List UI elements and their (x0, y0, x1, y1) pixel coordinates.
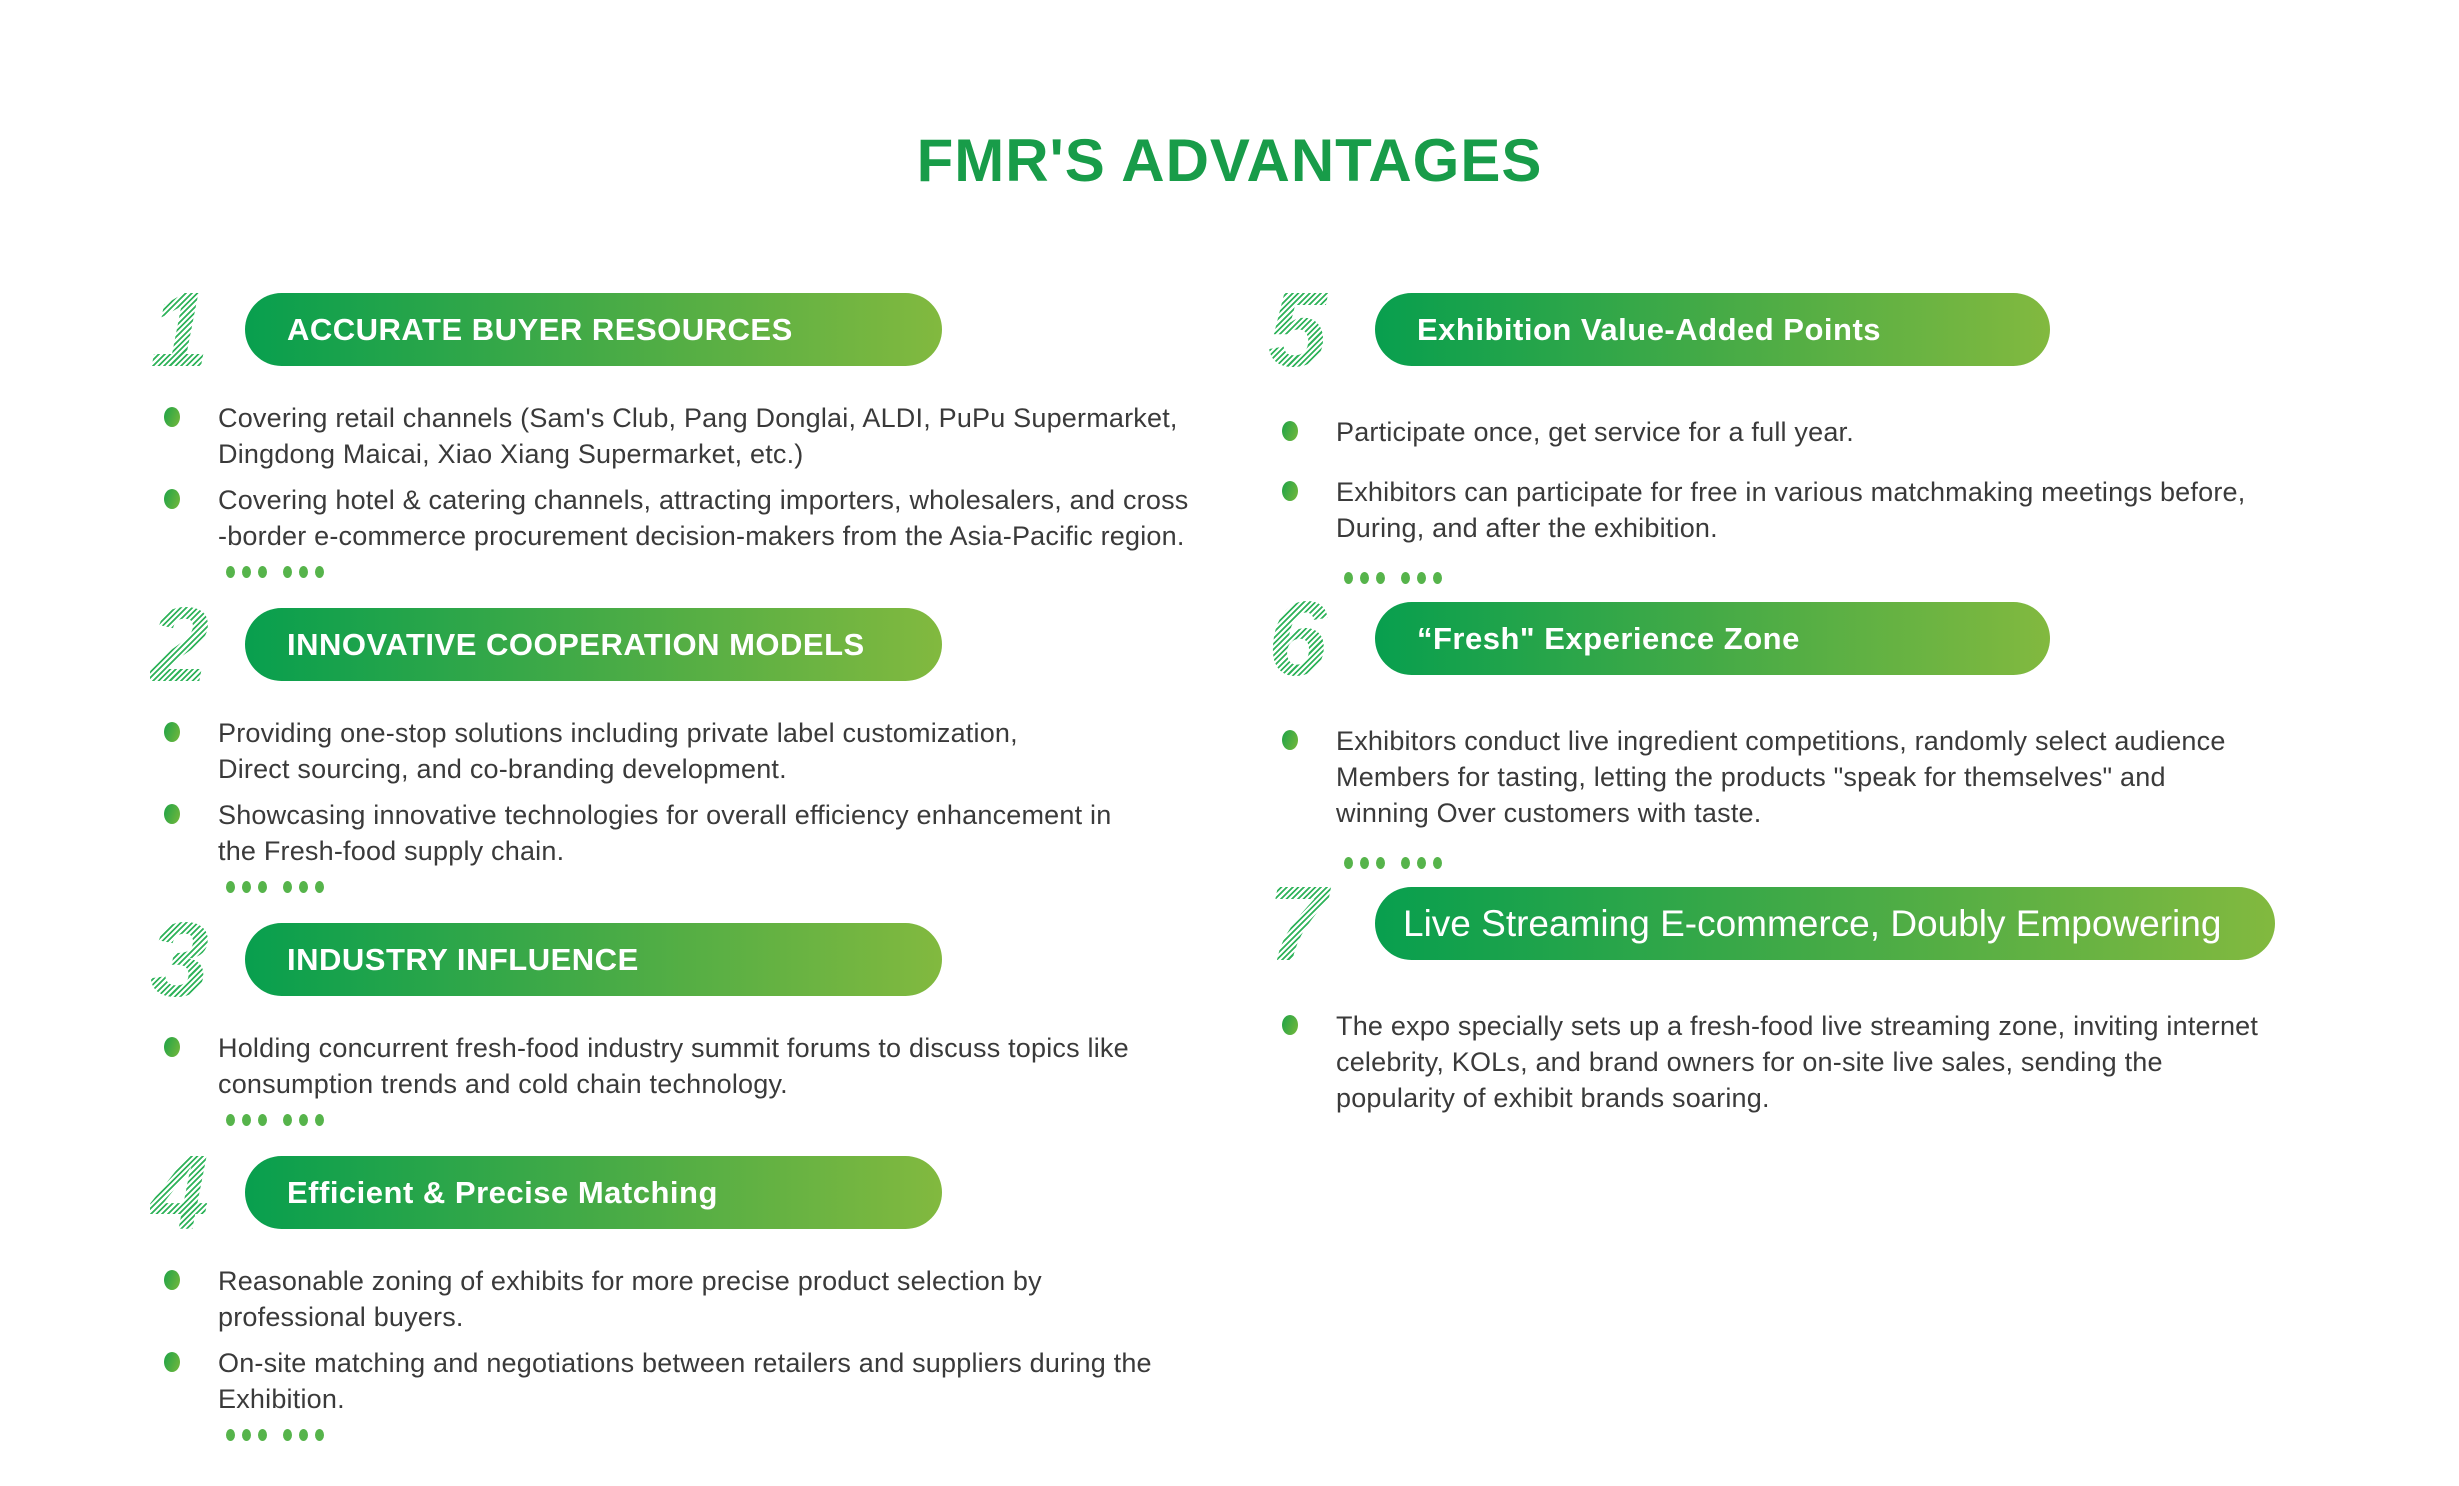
bullet-item: The expo specially sets up a fresh-food … (1282, 1008, 2448, 1116)
section-header: 6 “Fresh" Experience Zone (1268, 586, 2448, 692)
section-heading: INDUSTRY INFLUENCE (287, 941, 639, 977)
bullet-item: Exhibitors conduct live ingredient compe… (1282, 723, 2448, 831)
section-header: 5 Exhibition Value-Added Points (1268, 277, 2448, 383)
advantage-section-1: 1 ACCURATE BUYER RESOURCES Covering reta… (150, 277, 1270, 580)
section-number: 3 (150, 907, 245, 1013)
bullet-dot-icon (1282, 421, 1298, 441)
advantage-section-3: 3 INDUSTRY INFLUENCE Holding concurrent … (150, 907, 1270, 1128)
advantage-section-2: 2 INNOVATIVE COOPERATION MODELS Providin… (150, 592, 1270, 895)
bullet-dot-icon (1282, 1015, 1298, 1035)
section-heading-banner: Exhibition Value-Added Points (1375, 293, 2050, 366)
advantage-section-5: 5 Exhibition Value-Added Points Particip… (1268, 277, 2448, 586)
section-number: 4 (150, 1140, 245, 1246)
section-header: 2 INNOVATIVE COOPERATION MODELS (150, 592, 1270, 698)
section-heading-banner: Efficient & Precise Matching (245, 1156, 942, 1229)
section-number: 1 (150, 277, 245, 383)
section-number: 5 (1268, 277, 1375, 383)
section-heading-banner: “Fresh" Experience Zone (1375, 602, 2050, 675)
bullet-text: Covering hotel & catering channels, attr… (218, 485, 1189, 551)
decorative-dots-icon (1344, 855, 2448, 871)
section-heading: INNOVATIVE COOPERATION MODELS (287, 626, 865, 662)
section-heading: ACCURATE BUYER RESOURCES (287, 311, 793, 347)
bullet-text: On-site matching and negotiations betwee… (218, 1348, 1152, 1414)
section-header: 4 Efficient & Precise Matching (150, 1140, 1270, 1246)
bullet-text: Reasonable zoning of exhibits for more p… (218, 1266, 1042, 1332)
advantage-section-7: 7 Live Streaming E-commerce, Doubly Empo… (1268, 871, 2448, 1116)
section-heading: Efficient & Precise Matching (287, 1174, 718, 1210)
bullet-dot-icon (1282, 481, 1298, 501)
bullet-text: Holding concurrent fresh-food industry s… (218, 1033, 1129, 1099)
bullet-text: Exhibitors conduct live ingredient compe… (1336, 726, 2226, 828)
bullet-text: Exhibitors can participate for free in v… (1336, 477, 2246, 543)
bullet-dot-icon (164, 804, 180, 824)
bullet-dot-icon (164, 1270, 180, 1290)
bullet-dot-icon (164, 407, 180, 427)
bullet-text: Providing one-stop solutions including p… (218, 718, 1018, 784)
section-number: 2 (150, 592, 245, 698)
bullet-text: Covering retail channels (Sam's Club, Pa… (218, 403, 1178, 469)
section-heading-banner: ACCURATE BUYER RESOURCES (245, 293, 942, 366)
section-number: 7 (1268, 871, 1375, 977)
advantage-section-6: 6 “Fresh" Experience Zone Exhibitors con… (1268, 586, 2448, 871)
bullet-item: Covering hotel & catering channels, attr… (164, 482, 1270, 554)
bullet-item: Reasonable zoning of exhibits for more p… (164, 1263, 1270, 1335)
section-header: 3 INDUSTRY INFLUENCE (150, 907, 1270, 1013)
decorative-dots-icon (226, 564, 1270, 580)
bullet-item: Providing one-stop solutions including p… (164, 715, 1270, 787)
bullet-item: Showcasing innovative technologies for o… (164, 797, 1270, 869)
bullet-dot-icon (164, 489, 180, 509)
section-heading: Exhibition Value-Added Points (1417, 311, 1882, 347)
bullet-text: Participate once, get service for a full… (1336, 417, 1854, 447)
section-heading-banner: INDUSTRY INFLUENCE (245, 923, 942, 996)
bullet-item: Holding concurrent fresh-food industry s… (164, 1030, 1270, 1102)
bullet-text: The expo specially sets up a fresh-food … (1336, 1011, 2259, 1113)
section-heading-banner: Live Streaming E-commerce, Doubly Empowe… (1375, 887, 2275, 960)
bullet-item: Covering retail channels (Sam's Club, Pa… (164, 400, 1270, 472)
advantage-section-4: 4 Efficient & Precise Matching Reasonabl… (150, 1140, 1270, 1443)
bullet-item: On-site matching and negotiations betwee… (164, 1345, 1270, 1417)
section-heading-banner: INNOVATIVE COOPERATION MODELS (245, 608, 942, 681)
bullet-dot-icon (164, 1037, 180, 1057)
right-column: 5 Exhibition Value-Added Points Particip… (1268, 277, 2448, 1140)
page-title: FMR'S ADVANTAGES (916, 127, 1543, 195)
bullet-item: Exhibitors can participate for free in v… (1282, 474, 2448, 546)
decorative-dots-icon (226, 1112, 1270, 1128)
decorative-dots-icon (1344, 570, 2448, 586)
decorative-dots-icon (226, 879, 1270, 895)
decorative-dots-icon (226, 1427, 1270, 1443)
section-number: 6 (1268, 586, 1375, 692)
left-column: 1 ACCURATE BUYER RESOURCES Covering reta… (150, 277, 1270, 1471)
section-heading: Live Streaming E-commerce, Doubly Empowe… (1403, 902, 2222, 944)
section-header: 1 ACCURATE BUYER RESOURCES (150, 277, 1270, 383)
bullet-dot-icon (1282, 730, 1298, 750)
bullet-item: Participate once, get service for a full… (1282, 414, 2448, 450)
section-heading: “Fresh" Experience Zone (1417, 620, 1800, 656)
bullet-text: Showcasing innovative technologies for o… (218, 800, 1112, 866)
section-header: 7 Live Streaming E-commerce, Doubly Empo… (1268, 871, 2448, 977)
bullet-dot-icon (164, 722, 180, 742)
bullet-dot-icon (164, 1352, 180, 1372)
